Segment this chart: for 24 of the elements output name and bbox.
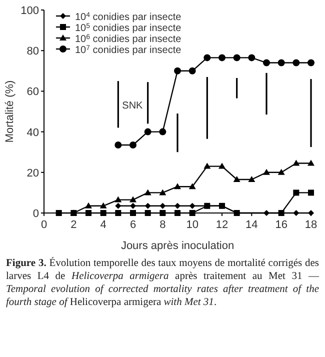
- x-tick-label: 0: [40, 219, 48, 231]
- x-axis-title: Jours après inoculation: [120, 240, 234, 252]
- annotation: SNK: [122, 100, 144, 112]
- x-tick-label: 10: [186, 219, 198, 231]
- x-tick-label: 14: [246, 219, 258, 231]
- x-tick-label: 6: [130, 219, 136, 231]
- x-tick-label: 16: [275, 219, 288, 231]
- text: Figure 3. Évolution temporelle des taux moyens de mortalité corrigés des larves L4 de Helicoverpa armigera après traitement au Met 31 — Temporal evolution of corrected mortality rates after treatment of the fourth stage of Helicoverpa armigera with Met 31.: [6, 258, 319, 308]
- x-tick-label: 8: [160, 219, 166, 231]
- y-tick-label: 0: [32, 208, 39, 220]
- y-tick-label: 20: [26, 167, 39, 180]
- x-tick-label: 18: [304, 219, 318, 231]
- x-tick-label: 4: [100, 219, 106, 231]
- y-axis-title: Mortalité (%): [4, 80, 16, 143]
- legend-label: 10$^{5}$ conidies par insecte: [75, 22, 182, 34]
- legend-label: 10$^{4}$ conidies par insecte: [75, 12, 182, 23]
- legend-label: 10$^{7}$ conidies par insecte: [75, 44, 182, 56]
- y-tick-label: 60: [26, 86, 39, 98]
- y-tick-label: 80: [26, 46, 39, 58]
- y-tick-label: 100: [20, 5, 39, 17]
- x-tick-label: 12: [216, 219, 228, 231]
- y-tick-label: 40: [26, 126, 39, 139]
- legend-label: 10$^{6}$ conidies par insecte: [75, 34, 182, 45]
- x-tick-label: 2: [70, 219, 77, 231]
